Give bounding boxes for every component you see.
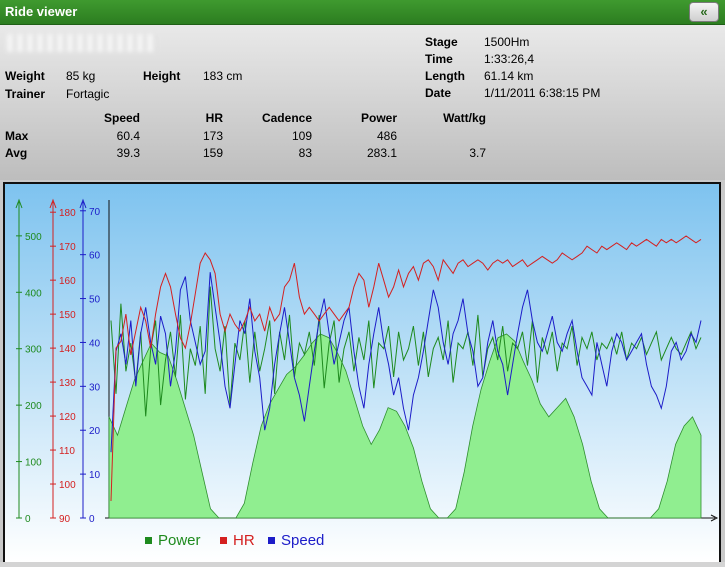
avg-hr-value: 159 [202,146,223,160]
window-title: Ride viewer [5,4,78,19]
ride-chart-svg: 0100200300400500901001101201301401501601… [5,184,719,562]
axis-tick-label: 10 [89,470,101,481]
ride-chart: 0 100 200 300 400 500 90 100 110 120 130 140 150 160 1… [3,182,721,564]
stats-row-max-label: Max [5,129,29,143]
speed-series [110,272,702,453]
axis-tick-label: 110 [59,446,75,457]
avg-speed-value: 39.3 [116,146,140,160]
window-titlebar: Ride viewer « [0,0,725,25]
legend-swatch-speed [268,537,275,544]
stats-header-power: Power [360,111,397,125]
hr-series [110,235,702,502]
axis-tick-label: 130 [59,378,76,389]
height-label: Height [143,69,181,83]
elevation-profile [108,333,702,519]
axis-tick-label: 20 [89,426,101,437]
stats-header-cadence: Cadence [261,111,312,125]
avg-power-value: 283.1 [366,146,397,160]
stats-row-avg-label: Avg [5,146,28,160]
max-hr-value: 173 [202,129,223,143]
axis-tick-label: 50 [89,295,101,306]
axis-tick-label: 100 [59,480,76,491]
axis-tick-label: 0 [25,514,31,525]
ride-info-panel: Weight 85 kg Height 183 cm Trainer Forta… [0,25,725,180]
avg-wattkg-value: 3.7 [469,146,486,160]
stats-header-speed: Speed [103,111,140,125]
legend-swatch-hr [220,537,227,544]
axis-tick-label: 500 [25,232,42,243]
time-value: 1:33:26,4 [484,52,535,66]
legend-label-speed: Speed [281,532,324,549]
weight-label: Weight [5,69,45,83]
rider-name-blurred [7,34,157,52]
collapse-button[interactable]: « [689,2,719,22]
axis-tick-label: 160 [59,276,76,287]
avg-cadence-value: 83 [298,146,312,160]
axis-tick-label: 60 [89,251,101,262]
legend-label-hr: HR [233,532,255,549]
axis-tick-label: 400 [25,288,42,299]
axis-tick-label: 300 [25,345,42,356]
axis-tick-label: 30 [89,382,101,393]
legend-label-power: Power [158,532,201,549]
axis-tick-label: 0 [89,514,95,525]
stage-label: Stage [425,35,458,49]
axis-tick-label: 120 [59,412,76,423]
legend-swatch-power [145,537,152,544]
axis-tick-label: 180 [59,208,76,219]
axis-tick-label: 170 [59,242,76,253]
weight-value: 85 kg [66,69,96,83]
axis-arrow-speed [79,198,87,209]
length-label: Length [425,69,465,83]
axis-tick-label: 40 [89,338,101,349]
axis-tick-label: 70 [89,207,101,218]
trainer-label: Trainer [5,87,46,101]
axis-tick-label: 140 [59,344,76,355]
power-series [110,286,702,417]
date-value: 1/11/2011 6:38:15 PM [484,86,601,100]
axis-tick-label: 100 [25,458,42,469]
max-power-value: 486 [376,129,397,143]
trainer-value: Fortagic [66,87,110,101]
stats-header-hr: HR [205,111,223,125]
axis-tick-label: 150 [59,310,76,321]
axis-arrow-hr [49,198,57,209]
status-bar [0,562,725,567]
axis-x-arrow [710,514,719,522]
axis-tick-label: 200 [25,401,42,412]
axis-tick-label: 90 [59,514,71,525]
height-value: 183 cm [203,69,243,83]
max-speed-value: 60.4 [116,129,140,143]
length-value: 61.14 km [484,69,534,83]
stage-value: 1500Hm [484,35,530,49]
date-label: Date [425,86,452,100]
max-cadence-value: 109 [291,129,312,143]
stats-header-wattkg: Watt/kg [443,111,486,125]
axis-arrow-power [15,198,23,209]
time-label: Time [425,52,453,66]
